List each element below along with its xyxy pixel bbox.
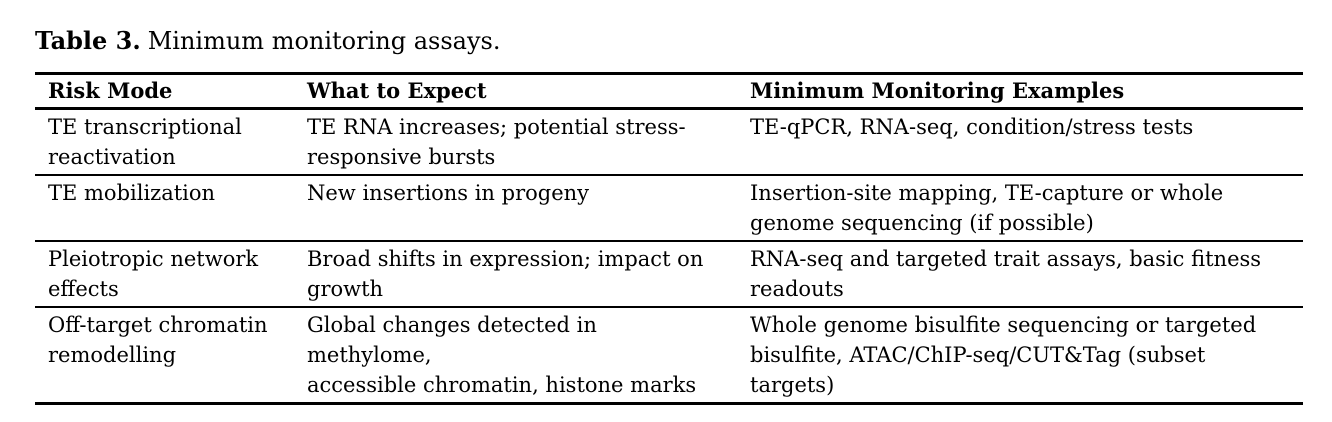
table-row: Off-target chromatin remodelling Global … [35, 306, 1303, 404]
cell-risk-mode: Pleiotropic network effects [35, 240, 294, 307]
cell-what-to-expect: Global changes detected in methylome, ac… [294, 306, 737, 404]
table-header-row: Risk Mode What to Expect Minimum Monitor… [35, 73, 1303, 110]
cell-examples: Whole genome bisulfite sequencing or tar… [737, 306, 1303, 404]
column-header-minimum-monitoring-examples: Minimum Monitoring Examples [737, 73, 1303, 110]
table-row: Pleiotropic network effects Broad shifts… [35, 240, 1303, 307]
table-caption: Table 3. Minimum monitoring assays. [35, 26, 1303, 56]
column-header-what-to-expect: What to Expect [294, 73, 737, 110]
cell-what-to-expect: TE RNA increases; potential stress- resp… [294, 107, 737, 175]
cell-examples: Insertion-site mapping, TE-capture or wh… [737, 174, 1303, 241]
cell-examples: TE-qPCR, RNA-seq, condition/stress tests [737, 107, 1303, 175]
table-caption-text: Minimum monitoring assays. [147, 27, 501, 55]
column-header-risk-mode: Risk Mode [35, 73, 294, 110]
cell-examples: RNA-seq and targeted trait assays, basic… [737, 240, 1303, 307]
table-row: TE transcriptional reactivation TE RNA i… [35, 107, 1303, 175]
table-row: TE mobilization New insertions in progen… [35, 174, 1303, 241]
table-caption-label: Table 3. [35, 26, 141, 55]
cell-what-to-expect: New insertions in progeny [294, 174, 737, 241]
monitoring-assays-table: Risk Mode What to Expect Minimum Monitor… [35, 72, 1303, 405]
cell-risk-mode: Off-target chromatin remodelling [35, 306, 294, 404]
cell-risk-mode: TE transcriptional reactivation [35, 107, 294, 175]
cell-what-to-expect: Broad shifts in expression; impact on gr… [294, 240, 737, 307]
cell-risk-mode: TE mobilization [35, 174, 294, 241]
